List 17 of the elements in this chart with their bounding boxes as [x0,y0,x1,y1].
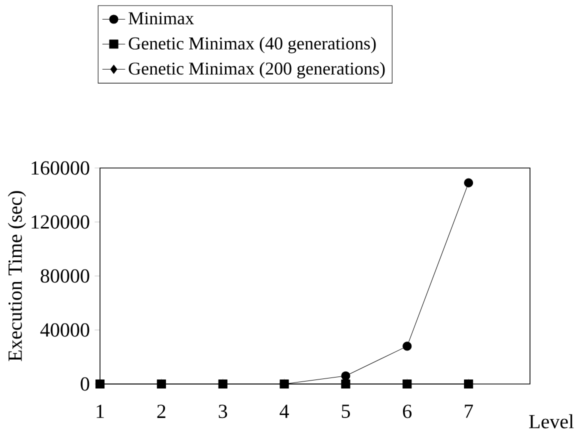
y-tick-label: 160000 [32,161,90,175]
x-axis-title: Level [529,414,574,428]
y-tick-label: 40000 [40,323,90,337]
x-tick-label: 2 [157,404,166,418]
x-tick-label: 7 [464,404,473,418]
x-tick-label: 4 [280,404,289,418]
y-tick-label: 80000 [40,269,90,283]
y-tick-label: 120000 [32,215,90,229]
legend-label: Minimax [128,12,194,24]
y-axis-title: Execution Time (sec) [8,191,26,362]
x-tick-label: 3 [218,404,228,418]
legend-label: Genetic Minimax (200 generations) [128,62,385,78]
legend-label: Genetic Minimax (40 generations) [128,36,376,54]
x-tick-label: 6 [402,404,412,418]
x-tick-label: 1 [96,404,104,418]
y-tick-label: 0 [80,377,90,391]
x-tick-label: 5 [342,404,350,418]
